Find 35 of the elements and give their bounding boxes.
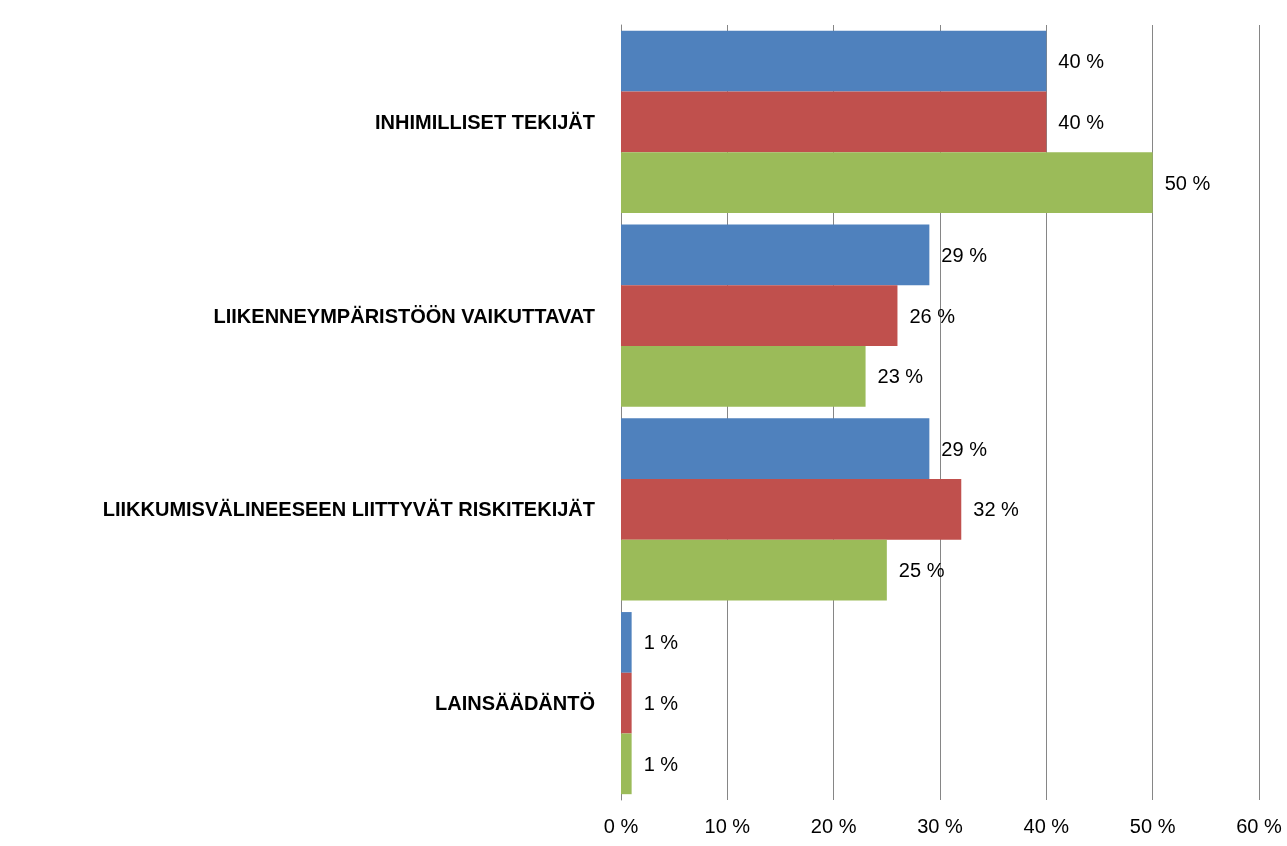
data-label: 29 % xyxy=(941,243,988,266)
data-label: 40 % xyxy=(1058,110,1105,133)
data-label: 23 % xyxy=(877,365,924,388)
data-label: 40 % xyxy=(1058,50,1105,73)
x-tick-label: 0 % xyxy=(603,815,639,837)
bar xyxy=(621,418,930,480)
data-label: 26 % xyxy=(909,304,956,327)
data-label: 25 % xyxy=(898,559,945,582)
x-tick-label: 60 % xyxy=(1236,815,1283,837)
y-tick-label: INHIMILLISET TEKIJÄT xyxy=(375,110,595,133)
data-label: 1 % xyxy=(643,631,679,654)
data-label: 1 % xyxy=(643,752,679,775)
data-label: 32 % xyxy=(973,498,1020,521)
data-label: 50 % xyxy=(1164,171,1211,194)
bar xyxy=(621,30,1047,92)
bar xyxy=(621,91,1047,153)
bar xyxy=(621,285,898,346)
x-tick-label: 20 % xyxy=(810,815,857,837)
bar xyxy=(621,345,866,407)
x-tick-label: 40 % xyxy=(1023,815,1070,837)
x-tick-label: 10 % xyxy=(704,815,751,837)
y-tick-label: LIIKKUMISVÄLINEESEEN LIITTYVÄT RISKITEKIJÄT xyxy=(102,498,595,521)
bar xyxy=(621,672,632,734)
bar xyxy=(621,612,632,673)
y-tick-label: LIIKENNEYMPÄRISTÖÖN VAIKUTTAVAT xyxy=(213,304,595,327)
x-tick-label: 50 % xyxy=(1129,815,1176,837)
bar xyxy=(621,539,887,601)
x-tick-label: 30 % xyxy=(917,815,964,837)
bar xyxy=(621,479,962,540)
bar xyxy=(621,733,632,795)
data-label: 1 % xyxy=(643,692,679,715)
bar xyxy=(621,152,1153,213)
y-tick-label: LAINSÄÄDÄNTÖ xyxy=(435,692,595,715)
bar xyxy=(621,224,930,286)
data-label: 29 % xyxy=(941,437,988,460)
